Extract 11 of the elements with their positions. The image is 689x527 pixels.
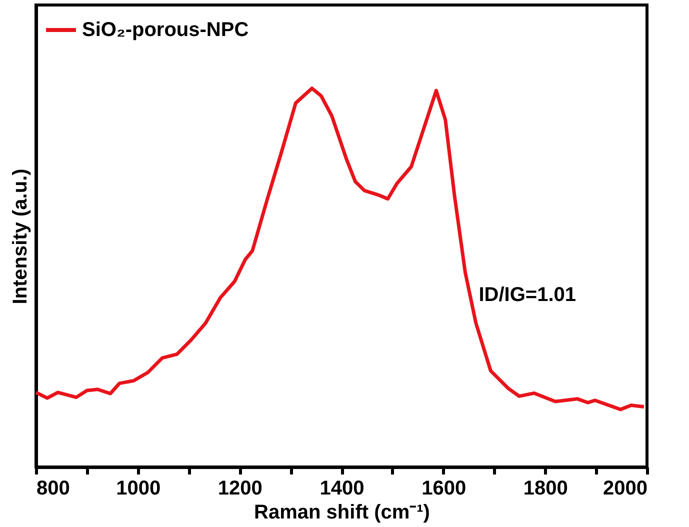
x-axis-title: Raman shift (cm⁻¹)	[254, 502, 430, 524]
annotation: ID/IG=1.01	[478, 284, 576, 306]
x-tick-label: 2000	[603, 478, 648, 500]
x-tick-label: 1400	[320, 478, 364, 500]
y-axis-title: Intensity (a.u.)	[10, 168, 32, 304]
x-tick-label: 1200	[218, 478, 262, 500]
x-tick-label: 1000	[116, 478, 161, 500]
x-tick-label: 1600	[422, 478, 466, 500]
x-tick-label: 1800	[523, 478, 568, 500]
x-tick-label: 800	[36, 478, 70, 500]
legend-label: SiO₂-porous-NPC	[82, 19, 249, 41]
